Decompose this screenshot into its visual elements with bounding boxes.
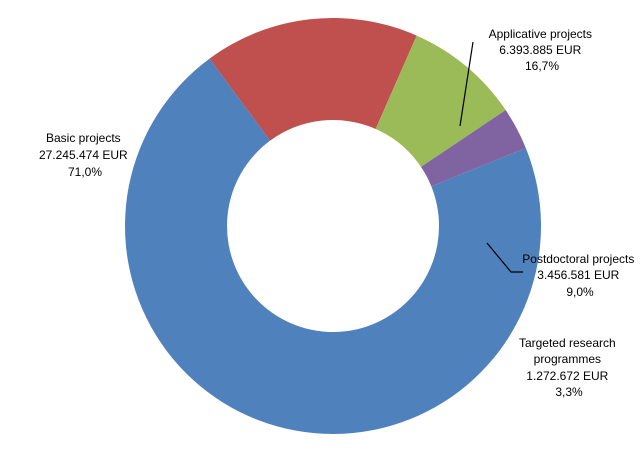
label-targeted-research-name-line2: programmes	[534, 352, 601, 366]
leader-line-postdoctoral	[486, 242, 523, 273]
label-applicative-projects-name: Applicative projects	[489, 27, 592, 41]
label-basic-projects-percent: 71,0%	[68, 165, 102, 179]
label-targeted-research-name-line1: Targeted research	[519, 336, 616, 350]
label-targeted-research: Targeted research programmes 1.272.672 E…	[519, 336, 619, 399]
label-postdoctoral-projects: Postdoctoral projects 3.456.581 EUR 9,0%	[522, 252, 637, 299]
label-basic-projects-name: Basic projects	[46, 131, 121, 145]
leader-line-applicative	[459, 41, 474, 127]
donut-slices	[125, 18, 541, 434]
label-applicative-projects-amount: 6.393.885 EUR	[499, 43, 581, 57]
label-postdoctoral-projects-name: Postdoctoral projects	[522, 252, 634, 266]
slice-postdoctoral-projects	[375, 35, 506, 167]
label-applicative-projects-percent: 16,7%	[525, 59, 559, 73]
label-targeted-research-percent: 3,3%	[555, 385, 583, 399]
label-basic-projects-amount: 27.245.474 EUR	[39, 148, 128, 162]
leader-lines	[459, 41, 523, 273]
label-applicative-projects: Applicative projects 6.393.885 EUR 16,7%	[489, 27, 596, 73]
slice-applicative-projects	[209, 18, 417, 141]
label-targeted-research-amount: 1.272.672 EUR	[526, 369, 608, 383]
label-postdoctoral-projects-percent: 9,0%	[566, 285, 594, 299]
label-postdoctoral-projects-amount: 3.456.581 EUR	[537, 268, 619, 282]
label-basic-projects: Basic projects 27.245.474 EUR 71,0%	[39, 131, 131, 179]
slice-basic-projects	[125, 58, 541, 434]
slice-targeted-research	[421, 110, 526, 187]
